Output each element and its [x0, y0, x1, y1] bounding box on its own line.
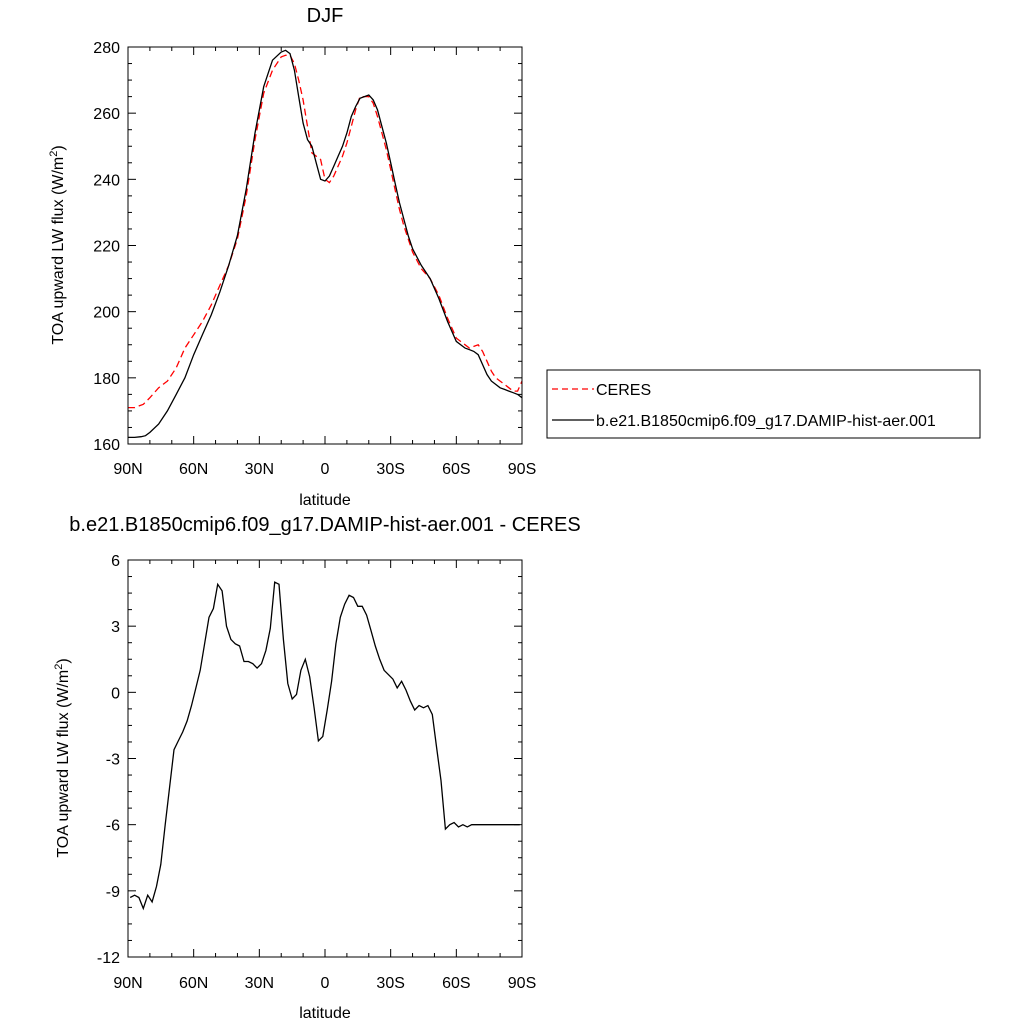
x-tick-label: 30N [245, 975, 274, 992]
x-tick-label: 90S [508, 975, 536, 992]
x-tick-label: 90N [113, 975, 142, 992]
x-axis-label: latitude [299, 1005, 351, 1022]
x-axis-label: latitude [299, 492, 351, 509]
y-tick-label: 200 [93, 305, 120, 322]
series-line-difference [129, 581, 520, 911]
x-tick-label: 0 [321, 461, 330, 478]
y-tick-label: 260 [93, 106, 120, 123]
x-tick-label: 60S [442, 975, 470, 992]
chart-title: DJF [307, 5, 344, 27]
y-tick-label: -12 [97, 950, 120, 967]
series-lines [129, 581, 520, 911]
x-tick-label: 90N [113, 461, 142, 478]
series-line-b-e21-b1850cmip6-f09-g17-damip-hist-aer-001 [128, 49, 523, 439]
legend-box [546, 369, 981, 439]
y-axis-label: TOA upward LW flux (W/m2) [48, 145, 67, 344]
x-tick-label: 30S [376, 975, 404, 992]
x-tick-label: 30S [376, 461, 404, 478]
y-tick-label: 3 [111, 619, 120, 636]
y-axis-label: TOA upward LW flux (W/m2) [53, 658, 72, 857]
series-line-ceres [128, 54, 523, 409]
y-tick-label: 240 [93, 172, 120, 189]
chart-difference: b.e21.B1850cmip6.f09_g17.DAMIP-hist-aer.… [53, 514, 581, 1022]
legend: CERES b.e21.B1850cmip6.f09_g17.DAMIP-his… [546, 369, 981, 439]
x-tick-label: 60N [179, 975, 208, 992]
chart-title: b.e21.B1850cmip6.f09_g17.DAMIP-hist-aer.… [69, 514, 580, 536]
legend-label-model: b.e21.B1850cmip6.f09_g17.DAMIP-hist-aer.… [596, 413, 936, 430]
x-tick-label: 30N [245, 461, 274, 478]
x-tick-label: 60S [442, 461, 470, 478]
chart-djf: DJF 90N 60N 30N 0 30S 60S 90S 160 180 200 220 240 26… [48, 5, 981, 509]
y-tick-label: 180 [93, 371, 120, 388]
y-tick-label: 6 [111, 553, 120, 570]
y-tick-label: 160 [93, 437, 120, 454]
x-tick-label: 60N [179, 461, 208, 478]
y-tick-label: 280 [93, 40, 120, 57]
y-tick-label: 0 [111, 685, 120, 702]
y-tick-label: -9 [106, 884, 120, 901]
plot-frame [127, 46, 523, 445]
y-tick-label: -3 [106, 752, 120, 769]
plot-frame [127, 559, 523, 958]
series-lines [128, 49, 523, 439]
x-tick-label: 90S [508, 461, 536, 478]
y-tick-label: -6 [106, 818, 120, 835]
legend-label-ceres: CERES [596, 382, 651, 399]
x-tick-label: 0 [321, 975, 330, 992]
y-tick-label: 220 [93, 239, 120, 256]
